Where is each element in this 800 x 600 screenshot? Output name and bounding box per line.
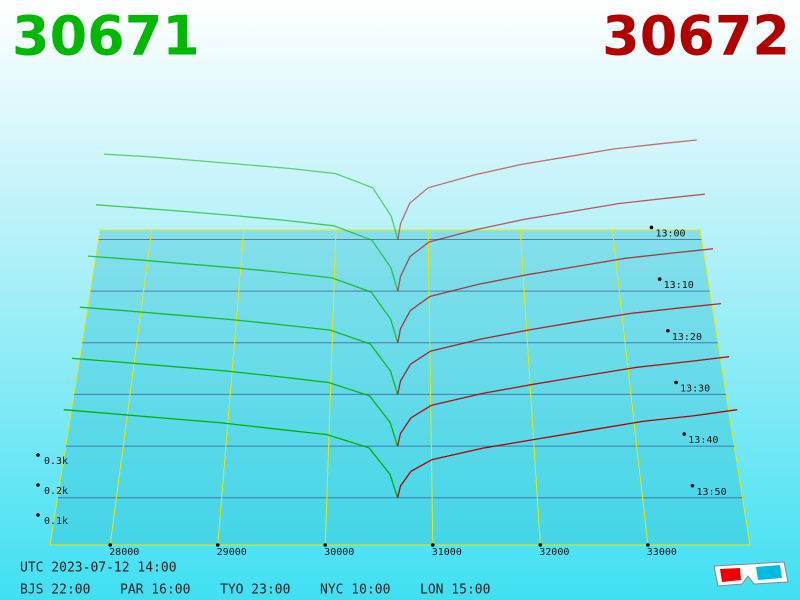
bid-depth-line bbox=[71, 357, 399, 447]
bid-depth-line bbox=[87, 255, 399, 343]
time-dot bbox=[682, 432, 687, 436]
z-tick-label: 0.1k bbox=[44, 516, 68, 527]
zone-time: TYO 23:00 bbox=[220, 583, 290, 598]
time-zones: BJS 22:00 PAR 16:00 TYO 23:00 NYC 10:00 LON … bbox=[20, 583, 490, 598]
tick-dot bbox=[538, 543, 543, 547]
time-dot bbox=[657, 277, 662, 281]
time-dot bbox=[674, 380, 678, 385]
time-label: 13:30 bbox=[680, 383, 710, 394]
ask-depth-line bbox=[397, 193, 705, 292]
ask-depth-line bbox=[397, 139, 697, 240]
zone-time: PAR 16:00 bbox=[120, 583, 190, 598]
time-dot bbox=[649, 225, 654, 230]
time-label: 13:00 bbox=[655, 228, 685, 239]
time-label: 13:10 bbox=[664, 280, 694, 291]
x-tick-label: 29000 bbox=[217, 547, 247, 558]
tick-dot bbox=[323, 543, 328, 547]
ask-depth-line bbox=[396, 356, 730, 447]
grid-line bbox=[324, 229, 337, 546]
grid-line bbox=[109, 229, 153, 546]
x-tick-label: 30000 bbox=[324, 547, 354, 558]
tick-dot bbox=[646, 543, 650, 547]
tick-dot bbox=[430, 543, 435, 547]
x-tick-label: 28000 bbox=[109, 547, 139, 558]
plot: 28000 29000 30000 31000 32000 33000 0.1k 0.2k 0.… bbox=[36, 139, 751, 558]
z-tick-label: 0.2k bbox=[44, 486, 68, 497]
ask-depth-line bbox=[397, 248, 714, 343]
x-tick-label: 31000 bbox=[432, 547, 462, 558]
time-label: 13:50 bbox=[696, 487, 726, 498]
x-tick-label: 33000 bbox=[647, 547, 677, 558]
utc-time: UTC 2023-07-12 14:00 bbox=[20, 561, 177, 576]
ask-price: 30672 bbox=[602, 5, 790, 68]
time-dot bbox=[666, 328, 670, 333]
zone-time: LON 15:00 bbox=[420, 583, 490, 598]
bid-depth-line bbox=[79, 306, 399, 395]
z-tick-label: 0.3k bbox=[44, 456, 68, 467]
tick-dot bbox=[215, 543, 220, 547]
x-tick-label: 32000 bbox=[539, 547, 569, 558]
ask-depth-line bbox=[397, 302, 722, 395]
grid-line bbox=[217, 229, 245, 546]
z-tick-dot bbox=[36, 453, 40, 457]
bid-price: 30671 bbox=[12, 5, 200, 68]
time-dot bbox=[690, 483, 695, 488]
time-label: 13:20 bbox=[672, 332, 702, 343]
z-tick-dot bbox=[36, 483, 40, 487]
zone-time: BJS 22:00 bbox=[20, 583, 90, 598]
floor bbox=[49, 229, 751, 546]
bid-depth-line bbox=[95, 204, 399, 292]
tick-dot bbox=[108, 543, 113, 547]
grid-line bbox=[611, 229, 649, 546]
bid-depth-line bbox=[104, 153, 399, 240]
grid-line bbox=[427, 229, 434, 546]
3d-glasses-icon bbox=[713, 561, 789, 587]
grid-line bbox=[519, 229, 541, 546]
time-label: 13:40 bbox=[688, 435, 718, 446]
bid-depth-line bbox=[63, 409, 399, 498]
ask-depth-line bbox=[396, 409, 738, 498]
z-tick-dot bbox=[36, 513, 40, 517]
zone-time: NYC 10:00 bbox=[320, 583, 390, 598]
